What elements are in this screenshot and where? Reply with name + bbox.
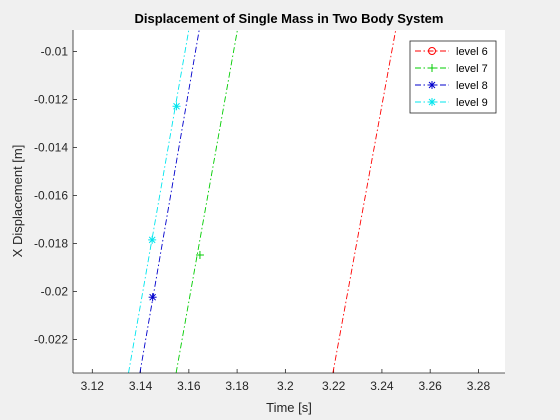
legend-entry: level 9 [415, 97, 488, 109]
y-tick-label: -0.01 [41, 45, 69, 59]
y-tick-label: -0.022 [34, 332, 68, 346]
legend-marker [428, 47, 436, 55]
x-tick-label: 3.24 [370, 379, 394, 393]
series-marker-4 [172, 102, 181, 111]
legend-label: level 7 [456, 63, 488, 75]
legend-box [409, 40, 497, 114]
y-axis: -0.022 -0.02 -0.018 -0.016 -0.014 -0.012 -0.01 [34, 45, 77, 346]
x-tick-label: 3.18 [225, 379, 249, 393]
series-marker-3 [148, 293, 157, 302]
x-tick-label: 3.14 [129, 379, 153, 393]
series-line-4 [128, 30, 190, 373]
legend-entry: level 6 [415, 46, 488, 58]
x-tick-label: 3.22 [322, 379, 346, 393]
x-tick-label: 3.26 [419, 379, 443, 393]
legend: level 6 level 7 level 8 level 9 [409, 40, 497, 114]
x-tick-label: 3.2 [277, 379, 294, 393]
legend-marker [428, 81, 436, 89]
x-tick-label: 3.28 [467, 379, 491, 393]
series-line-1 [332, 30, 397, 373]
chart-title: Displacement of Single Mass in Two Body … [135, 11, 444, 26]
series-line-2 [175, 30, 238, 373]
y-tick-label: -0.02 [41, 284, 69, 298]
y-axis-label: X Displacement [m] [10, 145, 25, 258]
legend-marker [428, 64, 436, 72]
legend-label: level 6 [456, 46, 488, 58]
y-tick-label: -0.016 [34, 189, 68, 203]
y-tick-label: -0.012 [34, 93, 68, 107]
y-tick-label: -0.018 [34, 236, 68, 250]
series-layer [128, 30, 397, 373]
x-axis: 3.12 3.14 3.16 3.18 3.2 3.22 3.24 3.26 3.28 [81, 369, 491, 393]
series-marker-2 [195, 250, 204, 259]
y-tick-label: -0.014 [34, 141, 68, 155]
series-marker-4 [148, 235, 157, 244]
x-axis-label: Time [s] [266, 400, 312, 415]
x-tick-label: 3.12 [81, 379, 105, 393]
series-line-3 [139, 30, 200, 373]
legend-label: level 9 [456, 97, 488, 109]
legend-entry: level 8 [415, 80, 488, 92]
x-tick-label: 3.16 [177, 379, 201, 393]
legend-marker [428, 98, 436, 106]
legend-entry: level 7 [415, 63, 488, 75]
legend-label: level 8 [456, 80, 488, 92]
